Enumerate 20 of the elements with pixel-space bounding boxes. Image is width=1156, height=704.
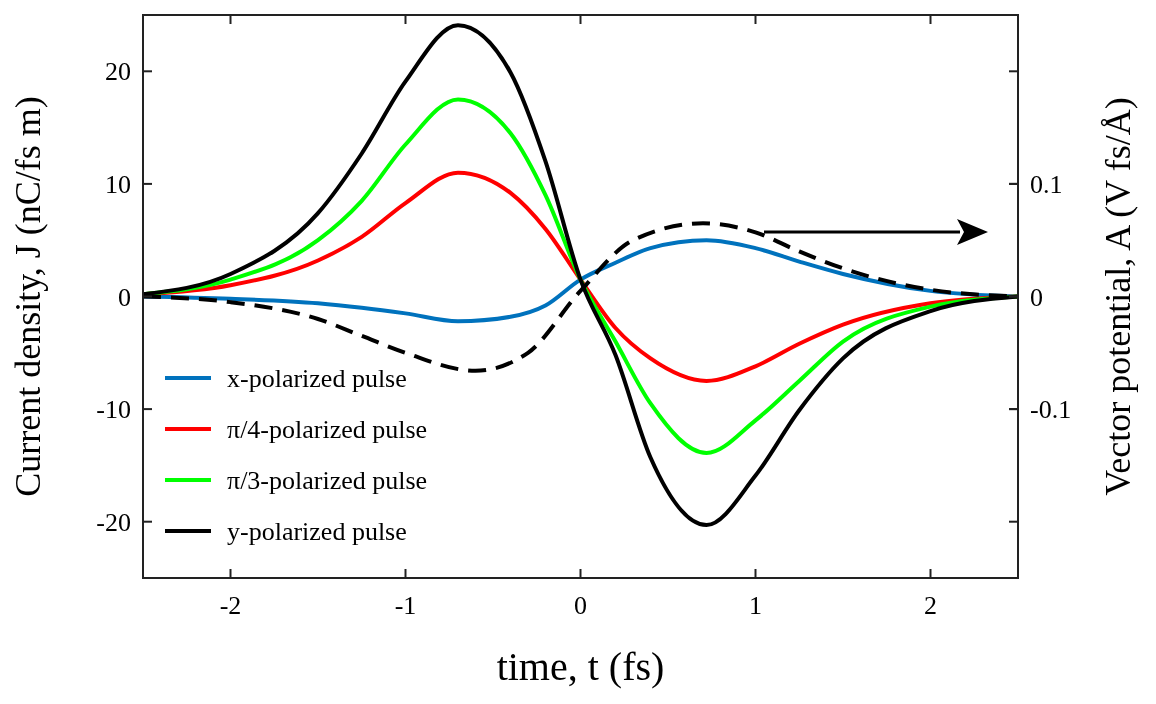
legend-label: y-polarized pulse — [227, 517, 407, 547]
y2-axis-title: Vector potential, A (V fs/Å) — [1098, 97, 1138, 496]
x-tick-label: 1 — [749, 591, 762, 620]
y-tick-label: 20 — [105, 57, 131, 87]
y-tick-label: 10 — [105, 170, 131, 199]
x-tick-label: -2 — [219, 591, 242, 620]
x-tick-label: 2 — [924, 591, 937, 620]
y-axis-title: Current density, J (nC/fs m) — [8, 96, 48, 497]
legend-label: π/3-polarized pulse — [227, 466, 428, 496]
y2-tick-label: -0.1 — [1030, 395, 1072, 425]
legend-label: π/4-polarized pulse — [227, 415, 428, 445]
x-tick-label: 0 — [574, 591, 587, 620]
y-tick-label: -10 — [96, 395, 131, 425]
y2-tick-label: 0.1 — [1030, 170, 1063, 199]
y-tick-label: 0 — [118, 282, 131, 312]
legend-label: x-polarized pulse — [227, 364, 407, 394]
y-tick-label: -20 — [96, 507, 131, 537]
x-tick-label: -1 — [394, 591, 417, 620]
x-axis-title: time, t (fs) — [496, 644, 665, 689]
y2-tick-label: 0 — [1030, 282, 1043, 312]
